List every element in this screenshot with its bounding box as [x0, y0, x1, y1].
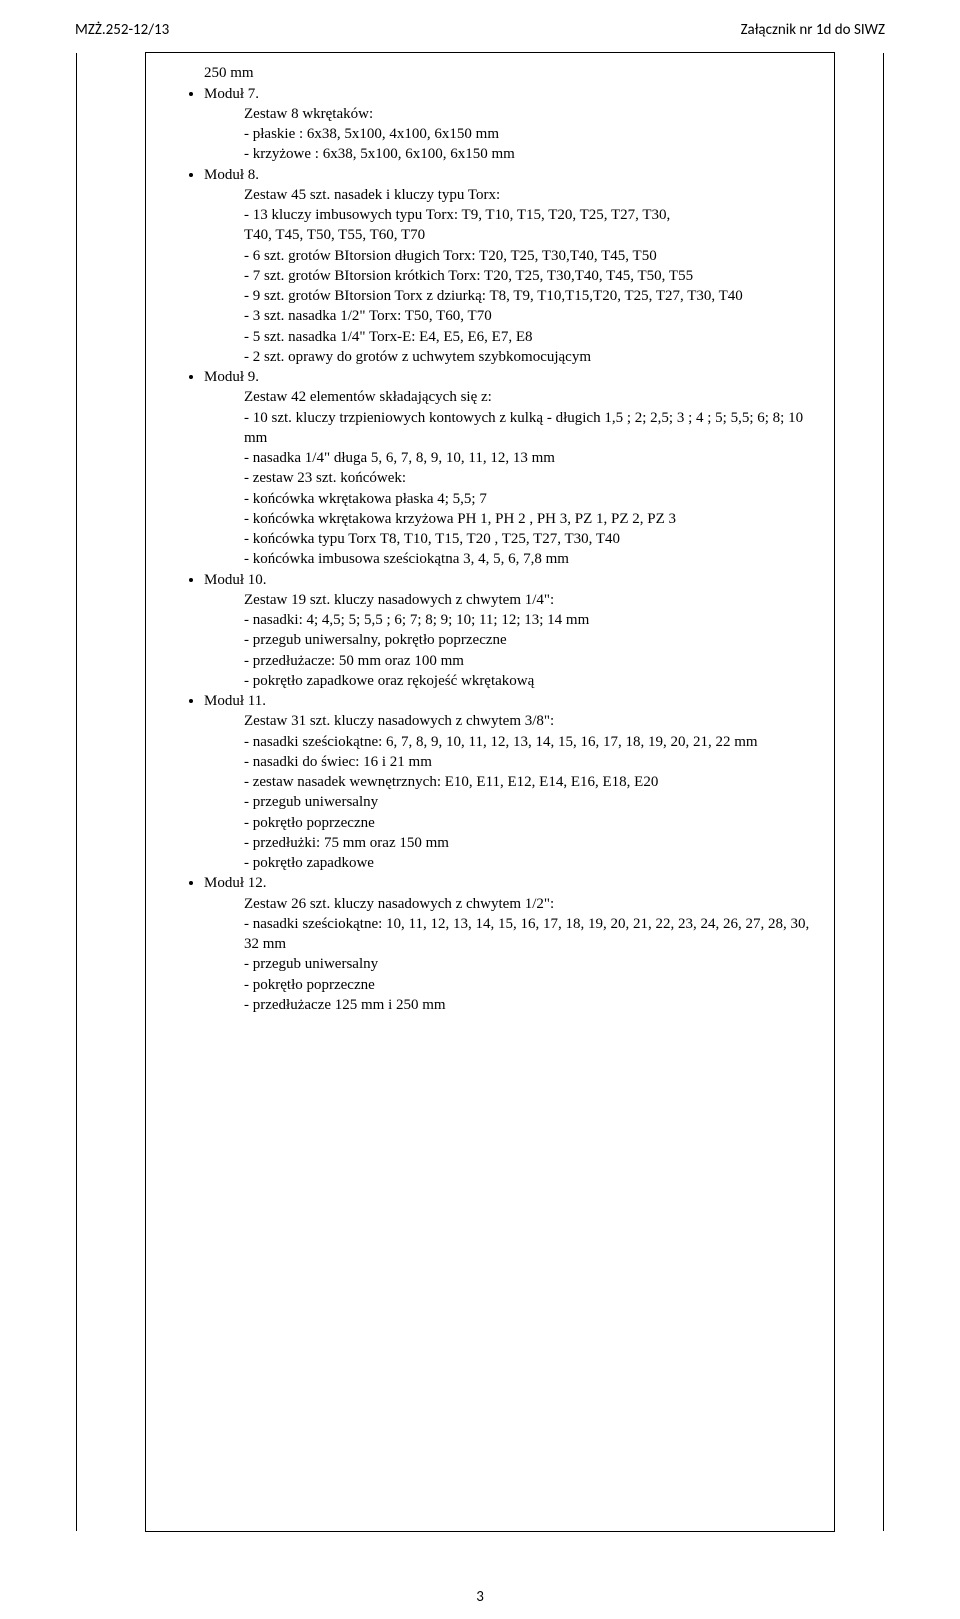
module-line: Zestaw 19 szt. kluczy nasadowych z chwyt… — [204, 590, 816, 610]
module-title: Moduł 11. — [204, 693, 266, 709]
module-line: - 13 kluczy imbusowych typu Torx: T9, T1… — [204, 205, 816, 225]
module-line: T40, T45, T50, T55, T60, T70 — [204, 225, 816, 245]
module-line: - 10 szt. kluczy trzpieniowych kontowych… — [204, 408, 816, 449]
module-item: Moduł 9. — [204, 367, 816, 387]
module-list: Moduł 7. Zestaw 8 wkrętaków:- płaskie : 6… — [164, 84, 816, 1016]
module-line: - 5 szt. nasadka 1/4" Torx-E: E4, E5, E6… — [204, 327, 816, 347]
module-line: - końcówka wkrętakowa płaska 4; 5,5; 7 — [204, 489, 816, 509]
module-line: - płaskie : 6x38, 5x100, 4x100, 6x150 mm — [204, 124, 816, 144]
module-item: Moduł 8. — [204, 165, 816, 185]
module-line: - pokrętło poprzeczne — [204, 813, 816, 833]
module-line: - 7 szt. grotów BItorsion krótkich Torx:… — [204, 266, 816, 286]
module-line: - nasadka 1/4" długa 5, 6, 7, 8, 9, 10, … — [204, 448, 816, 468]
page-number: 3 — [0, 1587, 960, 1607]
module-line: - krzyżowe : 6x38, 5x100, 6x100, 6x150 m… — [204, 144, 816, 164]
module-line: - pokrętło zapadkowe oraz rękojeść wkręt… — [204, 671, 816, 691]
module-line: - pokrętło poprzeczne — [204, 975, 816, 995]
page: MZŻ.252-12/13 Załącznik nr 1d do SIWZ 25… — [0, 0, 960, 1619]
module-title: Moduł 10. — [204, 572, 267, 588]
module-title: Moduł 8. — [204, 167, 259, 183]
module-line: - końcówka typu Torx T8, T10, T15, T20 ,… — [204, 529, 816, 549]
header-left: MZŻ.252-12/13 — [75, 20, 169, 40]
module-line: - 2 szt. oprawy do grotów z uchwytem szy… — [204, 347, 816, 367]
module-line: - 6 szt. grotów BItorsion długich Torx: … — [204, 246, 816, 266]
module-line: - przedłużacze 125 mm i 250 mm — [204, 995, 816, 1015]
module-item: Moduł 7. — [204, 84, 816, 104]
module-line: - końcówka wkrętakowa krzyżowa PH 1, PH … — [204, 509, 816, 529]
module-line: - przegub uniwersalny — [204, 954, 816, 974]
module-line: Zestaw 31 szt. kluczy nasadowych z chwyt… — [204, 711, 816, 731]
module-title: Moduł 7. — [204, 86, 259, 102]
module-line: - końcówka imbusowa sześciokątna 3, 4, 5… — [204, 549, 816, 569]
module-line: - nasadki sześciokątne: 6, 7, 8, 9, 10, … — [204, 732, 816, 752]
module-line: - zestaw 23 szt. końcówek: — [204, 468, 816, 488]
module-line: - pokrętło zapadkowe — [204, 853, 816, 873]
module-title: Moduł 9. — [204, 369, 259, 385]
module-line: Zestaw 42 elementów składających się z: — [204, 387, 816, 407]
module-line: - nasadki sześciokątne: 10, 11, 12, 13, … — [204, 914, 816, 955]
module-line: - nasadki do świec: 16 i 21 mm — [204, 752, 816, 772]
header-right: Załącznik nr 1d do SIWZ — [741, 20, 885, 40]
page-header: MZŻ.252-12/13 Załącznik nr 1d do SIWZ — [75, 20, 885, 40]
module-line: Zestaw 26 szt. kluczy nasadowych z chwyt… — [204, 894, 816, 914]
module-line: - 3 szt. nasadka 1/2" Torx: T50, T60, T7… — [204, 306, 816, 326]
module-line: - przedłużki: 75 mm oraz 150 mm — [204, 833, 816, 853]
module-item: Moduł 10. — [204, 570, 816, 590]
continuation-line: 250 mm — [164, 63, 816, 83]
module-line: - 9 szt. grotów BItorsion Torx z dziurką… — [204, 286, 816, 306]
module-line: Zestaw 8 wkrętaków: — [204, 104, 816, 124]
content-cell: 250 mm Moduł 7. Zestaw 8 wkrętaków:- płas… — [145, 52, 835, 1532]
module-line: - nasadki: 4; 4,5; 5; 5,5 ; 6; 7; 8; 9; … — [204, 610, 816, 630]
module-item: Moduł 12. — [204, 873, 816, 893]
module-line: - przedłużacze: 50 mm oraz 100 mm — [204, 651, 816, 671]
module-line: - przegub uniwersalny, pokrętło poprzecz… — [204, 630, 816, 650]
module-line: - zestaw nasadek wewnętrznych: E10, E11,… — [204, 772, 816, 792]
table-border-right — [883, 53, 884, 1531]
module-title: Moduł 12. — [204, 875, 267, 891]
module-line: Zestaw 45 szt. nasadek i kluczy typu Tor… — [204, 185, 816, 205]
module-item: Moduł 11. — [204, 691, 816, 711]
table-border-left — [76, 53, 77, 1531]
module-line: - przegub uniwersalny — [204, 792, 816, 812]
